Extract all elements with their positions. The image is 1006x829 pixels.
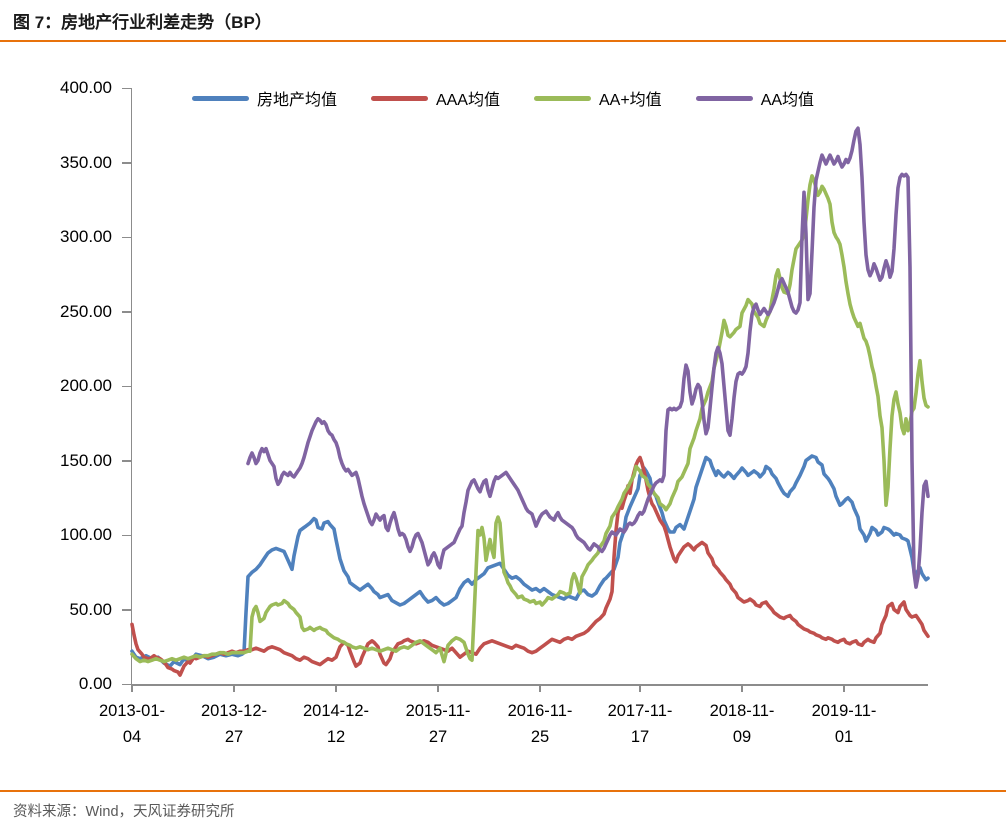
y-tick-mark: [122, 683, 131, 685]
y-tick-mark: [122, 87, 131, 89]
legend-label: 房地产均值: [256, 92, 337, 109]
x-tick-mark: [639, 685, 641, 692]
y-tick-mark: [122, 460, 131, 462]
x-tick-label-line2: 27: [428, 728, 448, 746]
x-tick-label-line2: 01: [834, 728, 854, 746]
legend-item-4: AA均值: [695, 86, 815, 110]
legend-label: AA均值: [760, 92, 815, 109]
y-tick-label: 150.00: [60, 450, 112, 470]
y-tick-mark: [122, 311, 131, 313]
x-tick-mark: [233, 685, 235, 692]
x-tick-label-line1: 2018-11-: [709, 702, 775, 720]
figure-title: 图 7：房地产行业利差走势（BP）: [13, 13, 272, 32]
x-tick-label-line1: 2019-11-: [811, 702, 877, 720]
series-line-1: [130, 454, 930, 668]
x-tick-mark: [437, 685, 439, 692]
x-tick-label-line1: 2015-11-: [405, 702, 471, 720]
y-tick-label: 250.00: [60, 301, 112, 321]
x-tick-mark: [131, 685, 133, 692]
y-tick-mark: [122, 162, 131, 164]
y-tick-label: 400.00: [60, 78, 112, 97]
x-tick-label-line2: 12: [326, 728, 346, 746]
y-tick-label: 300.00: [60, 227, 112, 246]
title-divider-rule: [0, 40, 1006, 42]
x-tick-label-line1: 2013-12-: [200, 702, 268, 720]
y-tick-mark: [122, 236, 131, 238]
legend-swatch-icon: [370, 95, 428, 101]
x-tick-label-line2: 25: [530, 728, 550, 746]
x-tick-label-line2: 09: [732, 728, 752, 746]
x-tick-label-line1: 2017-11-: [607, 702, 673, 720]
source-note: 资料来源：Wind，天风证券研究所: [13, 804, 235, 820]
x-axis-line: [130, 684, 928, 686]
legend-swatch-icon: [533, 95, 591, 101]
legend-item-2: AAA均值: [370, 86, 500, 110]
x-tick-label: 2019-11- 01: [796, 698, 892, 750]
x-tick-label-line2: 27: [224, 728, 244, 746]
x-tick-label: 2014-12- 12: [288, 698, 384, 750]
x-tick-label-line1: 2016-11-: [507, 702, 573, 720]
x-tick-label: 2015-11- 27: [390, 698, 486, 750]
y-axis-line: [130, 88, 132, 685]
legend-label: AAA均值: [435, 92, 500, 109]
x-tick-mark: [843, 685, 845, 692]
y-tick-label: 200.00: [60, 376, 112, 395]
x-tick-label-line2: 04: [122, 728, 142, 746]
legend-label: AA+均值: [598, 92, 662, 109]
legend-swatch-icon: [695, 95, 753, 101]
y-tick-label: 50.00: [69, 599, 112, 619]
series-line-4: [246, 126, 930, 589]
legend-item-3: AA+均值: [533, 86, 662, 110]
x-tick-mark: [335, 685, 337, 692]
y-tick-mark: [122, 534, 131, 536]
legend-item-1: 房地产均值: [191, 86, 337, 110]
x-tick-label-line2: 17: [630, 728, 650, 746]
legend-swatch-icon: [191, 95, 249, 101]
y-tick-label: 0.00: [78, 674, 112, 693]
x-tick-mark: [539, 685, 541, 692]
x-tick-label-line1: 2014-12-: [302, 702, 370, 720]
line-chart-plot-area: [130, 126, 930, 677]
series-line-3: [130, 174, 930, 664]
x-tick-label: 2016-11- 25: [492, 698, 588, 750]
x-tick-label: 2018-11- 09: [694, 698, 790, 750]
x-tick-label: 2013-12- 27: [186, 698, 282, 750]
y-tick-label: 100.00: [60, 525, 112, 544]
y-tick-mark: [122, 609, 131, 611]
y-tick-mark: [122, 385, 131, 387]
x-tick-label: 2017-11- 17: [592, 698, 688, 750]
y-tick-label: 350.00: [60, 152, 112, 172]
x-tick-mark: [741, 685, 743, 692]
series-line-2: [130, 455, 930, 677]
x-tick-label: 2013-01- 04: [84, 698, 180, 750]
footer-divider-rule: [0, 790, 1006, 792]
x-tick-label-line1: 2013-01-: [98, 702, 166, 720]
chart-legend: 房地产均值 AAA均值 AA+均值 AA均值: [0, 86, 1006, 110]
